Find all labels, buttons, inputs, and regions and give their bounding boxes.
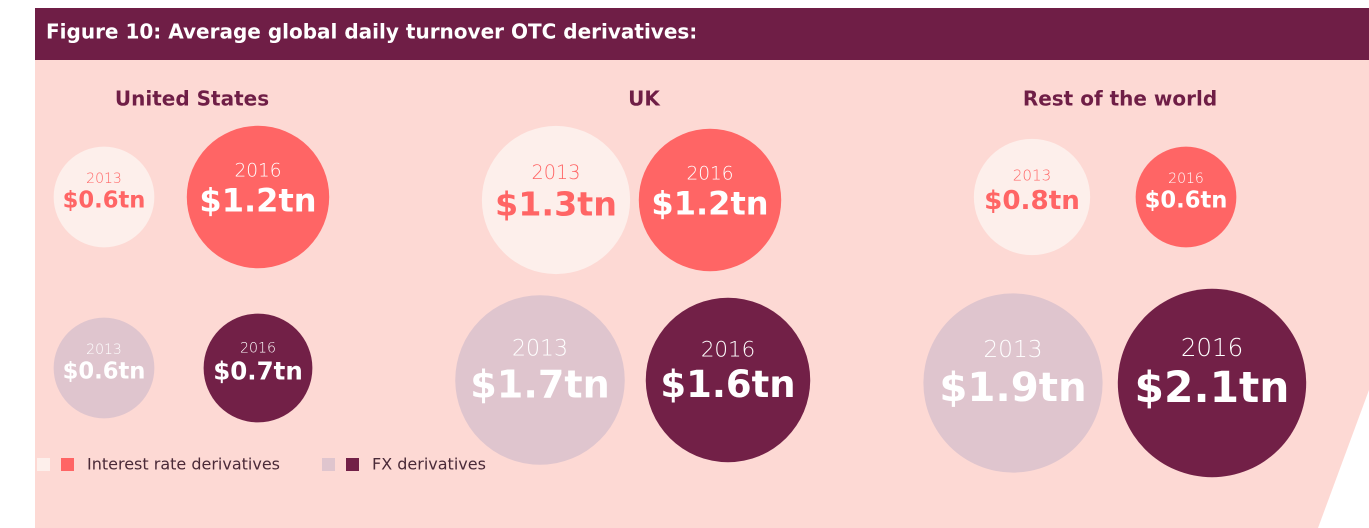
year-label: 2016: [686, 163, 733, 184]
value-label: $0.7tn: [213, 356, 303, 385]
value-label: $0.6tn: [63, 188, 146, 214]
bubble: [53, 317, 155, 419]
chart-title: Figure 10: Average global daily turnover…: [46, 20, 697, 44]
bubble: [923, 293, 1103, 473]
legend-label: Interest rate derivatives: [87, 455, 280, 474]
year-label: 2013: [86, 171, 122, 187]
year-label: 2013: [86, 342, 122, 358]
value-label: $1.2tn: [651, 185, 768, 223]
bubble: [481, 125, 631, 275]
value-label: $1.9tn: [939, 364, 1086, 411]
decoration: [1318, 390, 1369, 528]
bubble: [455, 295, 625, 465]
year-label: 2016: [1168, 171, 1204, 187]
year-label: 2016: [240, 340, 276, 356]
year-label: 2016: [234, 160, 281, 181]
value-label: $2.1tn: [1135, 363, 1290, 412]
value-label: $1.6tn: [660, 363, 795, 406]
year-label: 2013: [532, 161, 581, 184]
legend-swatch: [346, 458, 359, 471]
legend-swatch: [37, 458, 50, 471]
value-label: $1.7tn: [470, 362, 609, 406]
legend-label: FX derivatives: [372, 455, 486, 474]
header-bar: [35, 8, 1369, 60]
bubble: [973, 138, 1091, 256]
value-label: $0.8tn: [984, 186, 1080, 216]
year-label: 2013: [983, 336, 1042, 363]
bubble: [645, 297, 811, 463]
value-label: $0.6tn: [1145, 188, 1228, 214]
group-title: United States: [115, 87, 269, 111]
bubble: [638, 128, 782, 272]
bubble: [186, 125, 330, 269]
year-label: 2016: [1181, 333, 1243, 362]
value-label: $1.3tn: [495, 184, 617, 223]
legend-swatch: [322, 458, 335, 471]
bubble: [203, 313, 313, 423]
value-label: $1.2tn: [199, 182, 316, 220]
year-label: 2016: [701, 337, 755, 362]
group-title: UK: [628, 87, 661, 111]
bubble: [1117, 288, 1307, 478]
bubble: [53, 146, 155, 248]
year-label: 2013: [1013, 167, 1051, 185]
year-label: 2013: [512, 336, 568, 361]
value-label: $0.6tn: [63, 359, 146, 385]
legend-swatch: [61, 458, 74, 471]
group-title: Rest of the world: [1023, 87, 1217, 111]
bubble: [1135, 146, 1237, 248]
